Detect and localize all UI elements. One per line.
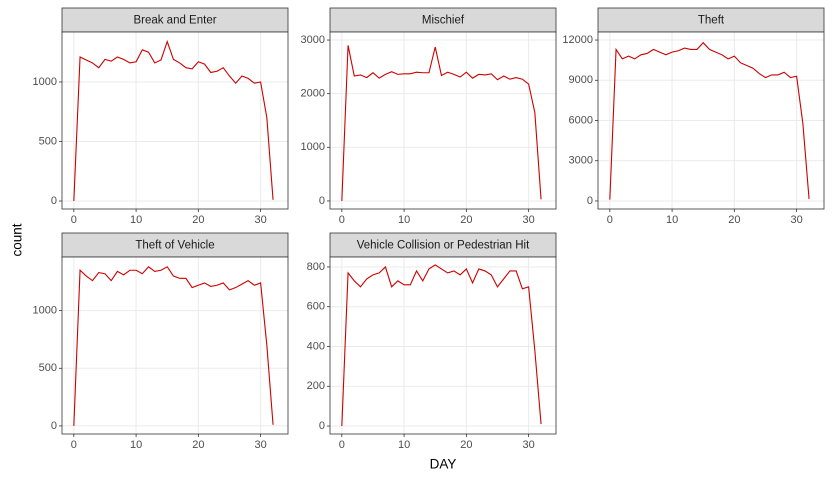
x-tick-label: 0 <box>339 439 345 451</box>
y-tick-label: 6000 <box>569 114 593 126</box>
x-tick-label: 10 <box>130 439 142 451</box>
x-tick-label: 30 <box>790 214 802 226</box>
x-tick-label: 20 <box>460 214 472 226</box>
panel-bg <box>330 257 556 434</box>
x-tick-label: 30 <box>254 439 266 451</box>
x-tick-label: 10 <box>398 439 410 451</box>
data-line <box>609 41 810 200</box>
panel-border <box>329 256 557 435</box>
strip-title: Mischief <box>422 15 465 27</box>
panel-border <box>329 31 557 210</box>
y-tick-label: 800 <box>307 261 325 273</box>
strip <box>329 7 557 33</box>
panel-bg <box>62 32 288 209</box>
x-tick-label: 30 <box>522 214 534 226</box>
strip-title: Break and Enter <box>133 15 216 27</box>
x-tick-label: 0 <box>339 214 345 226</box>
x-tick-label: 20 <box>728 214 740 226</box>
x-tick-label: 0 <box>71 439 77 451</box>
x-tick-label: 0 <box>71 214 77 226</box>
y-axis-title: count <box>10 223 25 256</box>
y-tick-label: 200 <box>307 380 325 392</box>
y-tick-label: 1000 <box>33 305 57 317</box>
panel-border <box>61 256 289 435</box>
y-tick-label: 3000 <box>569 155 593 167</box>
x-axis-title: DAY <box>430 457 457 472</box>
x-tick-label: 0 <box>607 214 613 226</box>
panel-border <box>61 31 289 210</box>
data-line <box>341 264 542 427</box>
data-line <box>73 266 274 426</box>
y-tick-label: 0 <box>51 195 57 207</box>
x-tick-label: 10 <box>666 214 678 226</box>
panel-border <box>597 31 825 210</box>
strip-title: Vehicle Collision or Pedestrian Hit <box>357 240 530 252</box>
x-tick-label: 20 <box>460 439 472 451</box>
x-tick-label: 10 <box>398 214 410 226</box>
x-tick-label: 20 <box>192 439 204 451</box>
strip <box>329 232 557 258</box>
strip-title: Theft <box>698 15 725 27</box>
y-tick-label: 600 <box>307 301 325 313</box>
strip <box>597 7 825 33</box>
strip <box>61 232 289 258</box>
x-tick-label: 30 <box>522 439 534 451</box>
panel-bg <box>62 257 288 434</box>
strip <box>61 7 289 33</box>
y-tick-label: 400 <box>307 340 325 352</box>
y-tick-label: 12000 <box>562 34 593 46</box>
y-tick-label: 1000 <box>301 141 325 153</box>
x-tick-label: 30 <box>254 214 266 226</box>
x-tick-label: 10 <box>130 214 142 226</box>
panel-bg <box>330 32 556 209</box>
strip-title: Theft of Vehicle <box>135 240 214 252</box>
y-tick-label: 9000 <box>569 74 593 86</box>
y-tick-label: 500 <box>39 362 57 374</box>
y-tick-label: 3000 <box>301 34 325 46</box>
y-tick-label: 0 <box>319 195 325 207</box>
y-tick-label: 1000 <box>33 76 57 88</box>
y-tick-label: 500 <box>39 135 57 147</box>
y-tick-label: 0 <box>587 195 593 207</box>
x-tick-label: 20 <box>192 214 204 226</box>
y-tick-label: 0 <box>51 420 57 432</box>
data-line <box>73 39 274 202</box>
y-tick-label: 0 <box>319 420 325 432</box>
data-line <box>341 45 542 201</box>
y-tick-label: 2000 <box>301 88 325 100</box>
